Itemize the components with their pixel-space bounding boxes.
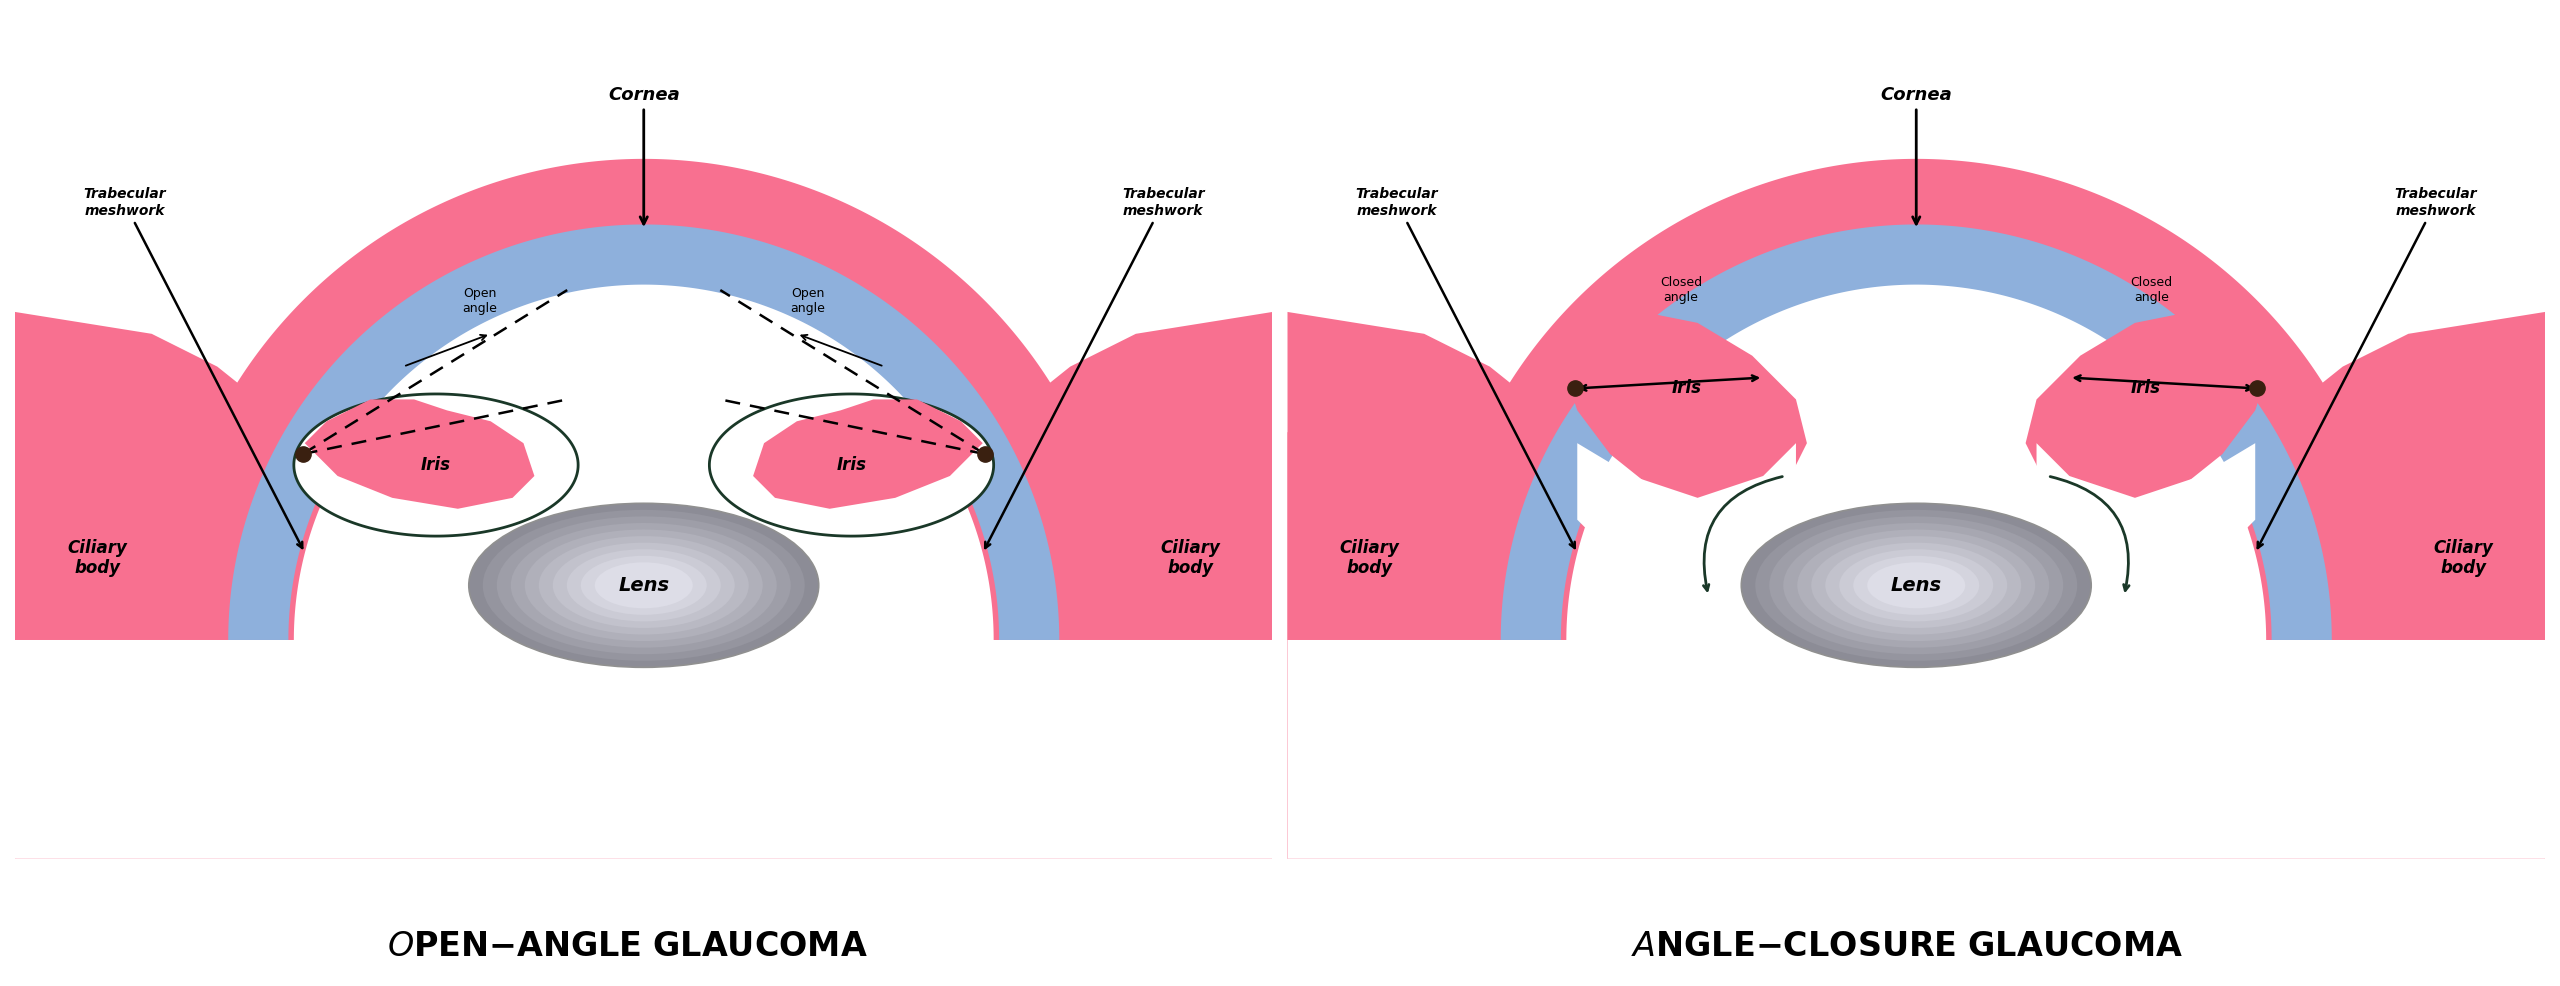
Text: Open
angle: Open angle: [791, 287, 824, 315]
Polygon shape: [1500, 225, 2332, 640]
Text: $\mathbf{\mathit{O}}$$\mathbf{PEN}$$\mathbf{-ANGLE\ GLAUCOMA}$: $\mathbf{\mathit{O}}$$\mathbf{PEN}$$\mat…: [387, 930, 868, 963]
Polygon shape: [164, 159, 1124, 640]
Ellipse shape: [581, 556, 707, 615]
Text: Lens: Lens: [617, 576, 668, 595]
Text: Trabecular
meshwork: Trabecular meshwork: [986, 187, 1203, 548]
Text: Lens: Lens: [1892, 576, 1943, 595]
Polygon shape: [1288, 421, 2545, 859]
Text: Ciliary
body: Ciliary body: [1160, 538, 1221, 578]
Ellipse shape: [1769, 517, 2063, 654]
Ellipse shape: [497, 517, 791, 654]
Ellipse shape: [1784, 523, 2048, 648]
Ellipse shape: [512, 523, 776, 648]
Ellipse shape: [1797, 529, 2035, 641]
Text: Cornea: Cornea: [1882, 86, 1953, 224]
Ellipse shape: [1756, 510, 2076, 661]
Polygon shape: [2038, 443, 2255, 586]
Text: Closed
angle: Closed angle: [1659, 276, 1702, 304]
Ellipse shape: [1866, 562, 1966, 608]
Text: Iris: Iris: [2130, 380, 2161, 397]
Text: Closed
angle: Closed angle: [2130, 276, 2173, 304]
Ellipse shape: [525, 529, 763, 641]
Ellipse shape: [484, 510, 804, 661]
Text: Iris: Iris: [837, 457, 865, 474]
Text: Trabecular
meshwork: Trabecular meshwork: [1357, 187, 1574, 548]
Polygon shape: [15, 421, 1272, 859]
Polygon shape: [2255, 312, 2545, 859]
Ellipse shape: [538, 536, 748, 635]
Polygon shape: [15, 312, 305, 859]
Ellipse shape: [1812, 536, 2022, 635]
Text: $\mathbf{\mathit{A}}$$\mathbf{NGLE}$$\mathbf{-CLOSURE\ GLAUCOMA}$: $\mathbf{\mathit{A}}$$\mathbf{NGLE}$$\ma…: [1631, 930, 2184, 963]
Ellipse shape: [553, 542, 735, 628]
Ellipse shape: [1741, 503, 2092, 668]
Polygon shape: [294, 394, 579, 536]
Text: Iris: Iris: [420, 457, 451, 474]
Polygon shape: [983, 312, 1272, 859]
Polygon shape: [709, 394, 993, 536]
Polygon shape: [1577, 443, 1797, 586]
Polygon shape: [1288, 290, 2545, 859]
Polygon shape: [228, 225, 1060, 640]
Ellipse shape: [1853, 556, 1979, 615]
Polygon shape: [1436, 159, 2396, 640]
Text: Iris: Iris: [1672, 380, 1702, 397]
Polygon shape: [15, 290, 1272, 859]
Polygon shape: [2025, 312, 2266, 509]
Polygon shape: [753, 399, 983, 509]
Polygon shape: [1288, 312, 1577, 859]
Ellipse shape: [566, 549, 722, 621]
Text: Trabecular
meshwork: Trabecular meshwork: [82, 187, 302, 548]
Text: Cornea: Cornea: [607, 86, 678, 224]
Text: Open
angle: Open angle: [463, 287, 497, 315]
Text: Ciliary
body: Ciliary body: [2432, 538, 2493, 578]
Ellipse shape: [594, 562, 694, 608]
Polygon shape: [1567, 312, 1807, 509]
Polygon shape: [305, 399, 535, 509]
Ellipse shape: [468, 503, 819, 668]
Text: Trabecular
meshwork: Trabecular meshwork: [2258, 187, 2478, 548]
Text: Ciliary
body: Ciliary body: [1339, 538, 1400, 578]
Ellipse shape: [1825, 542, 2007, 628]
Ellipse shape: [1838, 549, 1994, 621]
Text: Ciliary
body: Ciliary body: [67, 538, 128, 578]
